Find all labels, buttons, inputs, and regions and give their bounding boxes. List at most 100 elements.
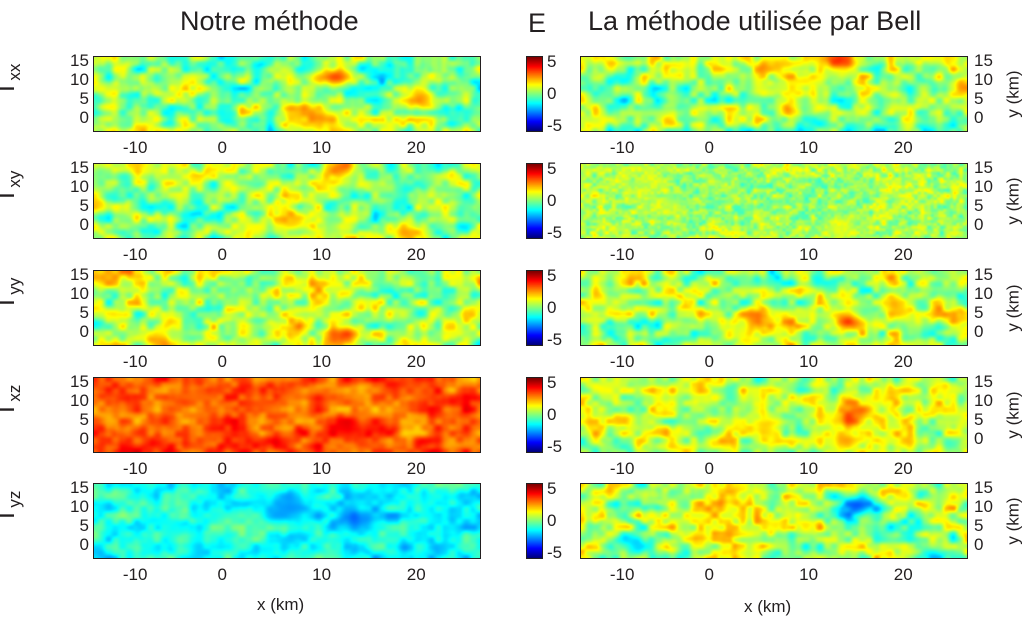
colorbar-tick-label: 5 [547, 159, 557, 179]
y-tick-label: 15 [70, 50, 89, 70]
x-axis-label: x (km) [744, 597, 792, 616]
colorbar-tick-label: -5 [547, 542, 563, 562]
x-tick-label: -10 [122, 245, 148, 264]
row-label-letter: T [0, 295, 20, 311]
x-tick-label: -10 [609, 245, 635, 264]
x-tick-label: 10 [799, 245, 819, 264]
row-label-subscript: yz [5, 490, 25, 508]
colorbar [526, 270, 543, 346]
x-tick-label: 20 [406, 352, 426, 371]
row-label-subscript: xy [5, 170, 25, 188]
y-tick-label: 0 [974, 428, 984, 448]
heatmap-Txz-notre [93, 377, 481, 453]
y-tick-label: 15 [974, 50, 993, 70]
colorbar-tick-label: 5 [547, 373, 557, 393]
heatmap-Txy-notre [93, 163, 481, 239]
colorbar-tick-label: -5 [547, 329, 563, 349]
colorbar-tick-label: -5 [547, 436, 563, 456]
y-tick-label: 15 [974, 157, 993, 177]
y-tick-label: 15 [974, 264, 993, 284]
y-tick-label: 5 [79, 515, 89, 535]
x-tick-label: 0 [217, 138, 227, 157]
x-tick-label: 20 [406, 245, 426, 264]
heatmap-Txz-bell [580, 377, 968, 453]
x-tick-label: 10 [312, 565, 332, 584]
heatmap-Tyz-bell [580, 483, 968, 559]
heatmap-Tyy-notre [93, 270, 481, 346]
x-tick-label: 20 [893, 565, 913, 584]
row-label-subscript: xz [5, 384, 25, 402]
x-tick-label: 10 [799, 352, 819, 371]
y-tick-label: 10 [974, 496, 993, 516]
y-tick-label: 0 [79, 428, 89, 448]
y-tick-label: 15 [974, 371, 993, 391]
x-tick-label: 0 [217, 459, 227, 478]
y-tick-label: 10 [974, 283, 993, 303]
y-tick-label: 0 [974, 107, 984, 127]
colorbar-tick-label: 0 [547, 405, 557, 424]
y-tick-label: 5 [974, 302, 984, 322]
y-tick-label: 5 [79, 195, 89, 215]
x-tick-label: -10 [122, 459, 148, 478]
x-tick-label: -10 [609, 138, 635, 157]
y-tick-label: 10 [974, 390, 993, 410]
colorbar-tick-label: 0 [547, 298, 557, 317]
y-tick-label: 10 [70, 496, 89, 516]
row-label-Txx: Txx [0, 50, 25, 110]
y-tick-label: 5 [974, 195, 984, 215]
y-axis-label: y (km) [1003, 177, 1023, 225]
x-tick-label: 0 [704, 352, 714, 371]
y-tick-label: 5 [79, 88, 89, 108]
x-tick-label: 0 [217, 565, 227, 584]
y-tick-label: 0 [79, 107, 89, 127]
colorbar [526, 163, 543, 239]
row-label-letter: T [0, 81, 20, 97]
colorbar [526, 56, 543, 132]
x-tick-label: 10 [312, 352, 332, 371]
y-tick-label: 15 [70, 477, 89, 497]
x-tick-label: 10 [799, 459, 819, 478]
y-tick-label: 10 [70, 283, 89, 303]
x-tick-label: 10 [312, 459, 332, 478]
x-tick-label: 20 [893, 245, 913, 264]
y-tick-label: 5 [79, 302, 89, 322]
x-tick-label: -10 [609, 459, 635, 478]
colorbar-tick-label: 0 [547, 511, 557, 530]
y-tick-label: 5 [974, 88, 984, 108]
x-tick-label: 20 [406, 138, 426, 157]
row-label-Txy: Txy [0, 157, 25, 217]
x-tick-label: -10 [122, 352, 148, 371]
row-label-Tyy: Tyy [0, 264, 25, 324]
y-tick-label: 10 [70, 69, 89, 89]
colorbar [526, 483, 543, 559]
colorbar-tick-label: 5 [547, 52, 557, 72]
colorbar-tick-label: 0 [547, 84, 557, 103]
row-label-letter: T [0, 188, 20, 204]
row-label-letter: T [0, 508, 20, 524]
y-tick-label: 5 [974, 409, 984, 429]
y-tick-label: 10 [974, 69, 993, 89]
panel-letter: E [528, 8, 547, 38]
row-label-subscript: xx [5, 63, 25, 81]
x-tick-label: 20 [893, 459, 913, 478]
x-tick-label: 0 [217, 352, 227, 371]
y-tick-label: 0 [79, 321, 89, 341]
heatmap-Tyy-bell [580, 270, 968, 346]
x-tick-label: 0 [704, 459, 714, 478]
x-tick-label: 20 [893, 352, 913, 371]
heatmap-Txx-notre [93, 56, 481, 132]
row-label-subscript: yy [5, 277, 25, 295]
y-tick-label: 10 [70, 176, 89, 196]
x-tick-label: 20 [893, 138, 913, 157]
y-tick-label: 0 [974, 321, 984, 341]
x-tick-label: 10 [799, 138, 819, 157]
x-tick-label: 10 [799, 565, 819, 584]
y-tick-label: 0 [79, 214, 89, 234]
row-label-letter: T [0, 402, 20, 418]
y-tick-label: 0 [974, 214, 984, 234]
colorbar-tick-label: -5 [547, 115, 563, 135]
y-tick-label: 10 [70, 390, 89, 410]
y-tick-label: 0 [974, 534, 984, 554]
y-tick-label: 5 [79, 409, 89, 429]
